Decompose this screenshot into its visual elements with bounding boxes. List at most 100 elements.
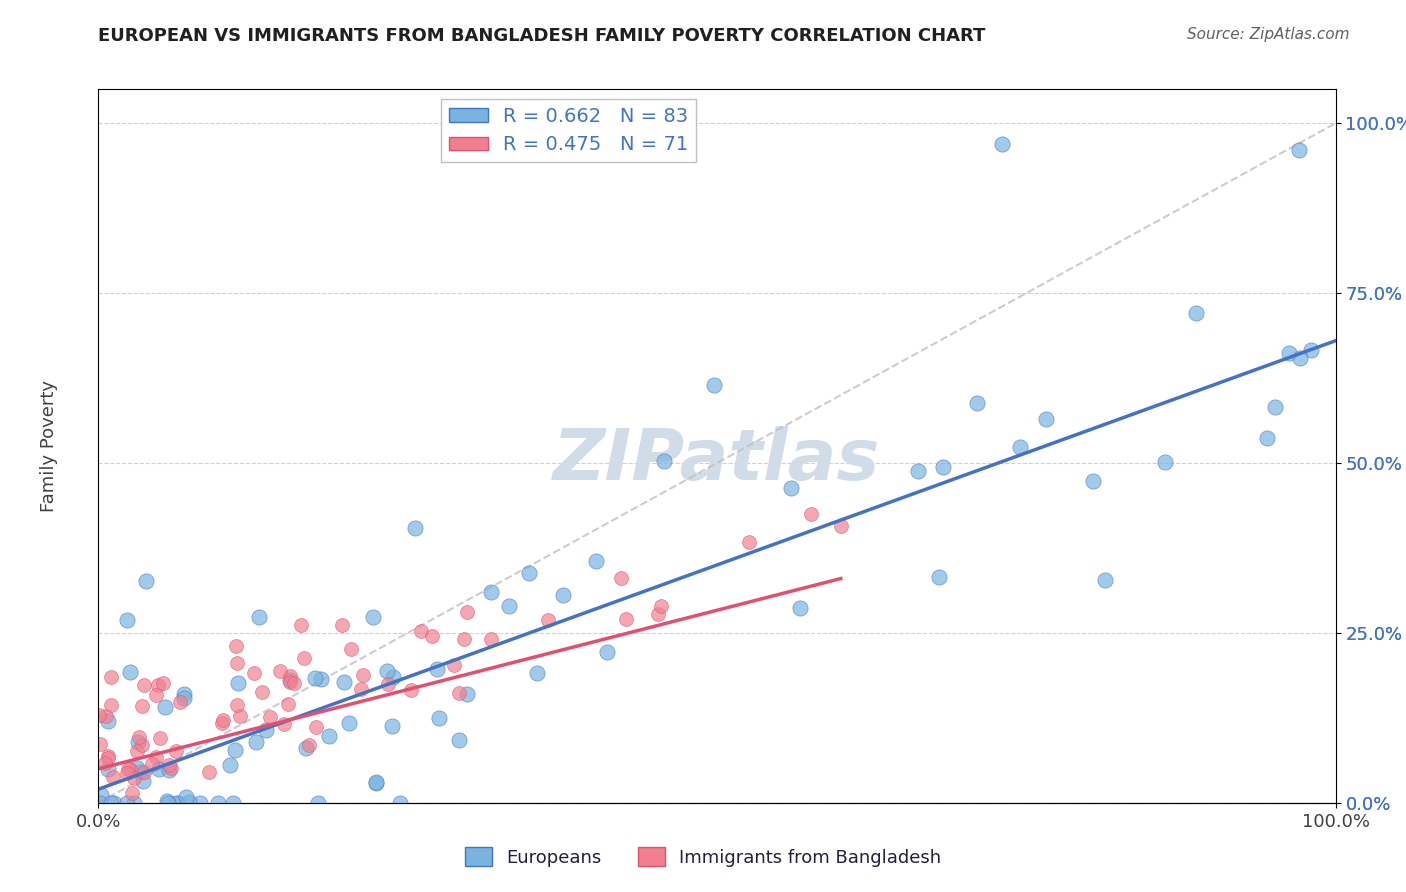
- Point: [1299, 343, 1322, 358]
- Point: [352, 667, 374, 681]
- Point: [254, 723, 277, 737]
- Point: [610, 571, 633, 585]
- Point: [1094, 573, 1116, 587]
- Point: [89, 707, 111, 722]
- Point: [456, 605, 478, 619]
- Text: Family Poverty: Family Poverty: [41, 380, 58, 512]
- Point: [1278, 346, 1301, 360]
- Point: [789, 600, 811, 615]
- Point: [443, 657, 465, 672]
- Point: [97, 762, 120, 776]
- Point: [149, 731, 172, 745]
- Point: [94, 708, 117, 723]
- Point: [382, 670, 405, 684]
- Point: [228, 708, 250, 723]
- Point: [127, 735, 149, 749]
- Point: [292, 650, 315, 665]
- Point: [89, 737, 111, 751]
- Point: [188, 796, 211, 810]
- Point: [479, 585, 502, 599]
- Point: [652, 454, 675, 468]
- Point: [115, 796, 138, 810]
- Point: [298, 738, 321, 752]
- Point: [340, 641, 363, 656]
- Legend: R = 0.662   N = 83, R = 0.475   N = 71: R = 0.662 N = 83, R = 0.475 N = 71: [441, 99, 696, 162]
- Point: [117, 762, 139, 776]
- Point: [174, 790, 197, 805]
- Point: [132, 678, 155, 692]
- Text: ZIPatlas: ZIPatlas: [554, 425, 880, 495]
- Point: [118, 762, 141, 776]
- Point: [269, 664, 291, 678]
- Point: [156, 794, 179, 808]
- Point: [121, 786, 143, 800]
- Point: [377, 677, 399, 691]
- Point: [290, 617, 312, 632]
- Point: [157, 763, 180, 777]
- Point: [551, 588, 574, 602]
- Point: [389, 796, 412, 810]
- Point: [330, 617, 353, 632]
- Point: [103, 796, 125, 810]
- Point: [427, 711, 450, 725]
- Point: [304, 671, 326, 685]
- Point: [614, 612, 637, 626]
- Point: [125, 762, 148, 776]
- Point: [145, 750, 167, 764]
- Point: [252, 685, 274, 699]
- Point: [222, 796, 245, 810]
- Point: [100, 670, 122, 684]
- Point: [363, 610, 385, 624]
- Point: [90, 788, 112, 802]
- Point: [318, 729, 340, 743]
- Point: [100, 698, 122, 713]
- Point: [169, 695, 191, 709]
- Point: [1184, 306, 1206, 320]
- Point: [650, 599, 672, 613]
- Point: [118, 665, 141, 680]
- Point: [242, 665, 264, 680]
- Point: [97, 751, 120, 765]
- Point: [1289, 351, 1312, 365]
- Point: [165, 796, 187, 810]
- Point: [1081, 474, 1104, 488]
- Point: [305, 720, 328, 734]
- Point: [280, 673, 302, 688]
- Point: [399, 683, 422, 698]
- Point: [537, 613, 560, 627]
- Point: [990, 136, 1012, 151]
- Point: [197, 765, 219, 780]
- Point: [830, 518, 852, 533]
- Point: [595, 645, 617, 659]
- Point: [89, 796, 111, 810]
- Point: [115, 613, 138, 627]
- Point: [283, 676, 305, 690]
- Point: [479, 632, 502, 646]
- Point: [364, 776, 387, 790]
- Point: [219, 757, 242, 772]
- Point: [177, 795, 200, 809]
- Point: [453, 632, 475, 647]
- Point: [780, 481, 803, 495]
- Point: [1288, 144, 1310, 158]
- Point: [135, 574, 157, 589]
- Point: [273, 717, 295, 731]
- Point: [381, 718, 404, 732]
- Point: [100, 796, 122, 810]
- Point: [207, 796, 229, 810]
- Point: [173, 690, 195, 705]
- Point: [309, 672, 332, 686]
- Point: [404, 520, 426, 534]
- Point: [152, 675, 174, 690]
- Point: [226, 698, 249, 712]
- Point: [422, 629, 444, 643]
- Legend: Europeans, Immigrants from Bangladesh: Europeans, Immigrants from Bangladesh: [457, 840, 949, 874]
- Point: [498, 599, 520, 613]
- Point: [337, 716, 360, 731]
- Point: [146, 678, 169, 692]
- Point: [1154, 455, 1177, 469]
- Point: [928, 570, 950, 584]
- Point: [447, 686, 470, 700]
- Point: [173, 688, 195, 702]
- Point: [426, 662, 449, 676]
